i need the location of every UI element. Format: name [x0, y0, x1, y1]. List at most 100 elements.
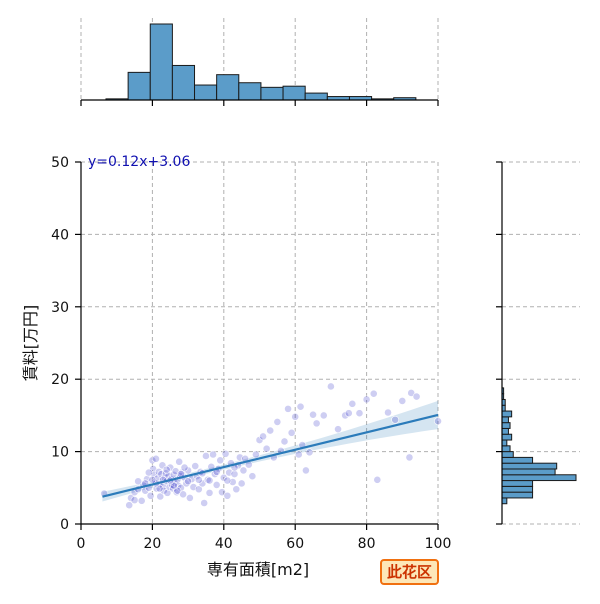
x-hist-bar	[127, 71, 151, 101]
data-point	[218, 488, 226, 497]
data-point	[334, 425, 342, 434]
y-hist-bar	[501, 497, 508, 505]
data-point	[156, 492, 165, 501]
data-point	[319, 411, 328, 420]
data-point	[266, 426, 275, 435]
data-point	[152, 454, 160, 463]
x-marginal-histogram	[105, 23, 417, 101]
data-point	[434, 417, 442, 426]
data-point	[391, 415, 400, 424]
x-hist-bar	[171, 64, 196, 101]
data-point	[362, 395, 371, 404]
data-point	[305, 448, 314, 457]
y-marginal-histogram	[501, 387, 577, 505]
x-hist-bar	[260, 86, 284, 101]
y-tick-label: 20	[51, 372, 69, 388]
x-axis-title: 専有面積[m2]	[207, 560, 309, 579]
y-hist-bar	[501, 462, 558, 470]
regression-line-layer	[102, 413, 439, 498]
data-point	[259, 432, 267, 441]
data-point	[230, 470, 239, 478]
data-point	[309, 410, 317, 419]
data-point	[175, 457, 184, 466]
data-point	[184, 477, 192, 486]
x-tick-label: 20	[143, 536, 161, 552]
data-point	[412, 392, 421, 401]
data-point	[130, 496, 139, 505]
data-point	[200, 499, 209, 507]
data-point	[148, 475, 157, 484]
x-tick-label: 60	[286, 536, 304, 552]
data-point	[162, 465, 171, 474]
y-hist-bar	[501, 416, 509, 424]
y-tick-label: 10	[51, 445, 69, 461]
data-point	[312, 419, 321, 428]
y-tick-label: 40	[51, 227, 69, 243]
y-hist-bar	[501, 451, 514, 458]
data-point	[194, 485, 203, 494]
x-hist-bar	[238, 82, 262, 101]
data-point	[248, 472, 257, 481]
y-hist-bar	[501, 433, 513, 441]
data-point	[163, 488, 172, 497]
data-point	[221, 449, 230, 458]
data-point	[302, 466, 310, 475]
data-point	[194, 475, 203, 484]
data-point	[223, 476, 232, 485]
data-point	[209, 450, 217, 459]
data-point	[296, 402, 305, 411]
scatter-points	[100, 382, 442, 510]
axes-layer: 0 20 40 60 80 100 0 10 20 30 40 50	[51, 99, 503, 552]
data-point	[398, 397, 407, 405]
data-point	[205, 488, 214, 497]
x-hist-bar	[194, 84, 218, 101]
regression-equation: y=0.12x+3.06	[88, 154, 190, 170]
y-hist-bar	[501, 485, 534, 493]
y-tick-label: 30	[51, 300, 69, 316]
y-hist-bar	[501, 468, 556, 476]
data-point	[373, 475, 382, 484]
data-point	[191, 462, 200, 470]
data-point	[134, 477, 143, 486]
y-hist-bar	[501, 422, 511, 429]
data-point	[262, 444, 271, 453]
x-hist-bar	[149, 23, 173, 101]
data-point	[179, 490, 188, 499]
data-point	[405, 453, 414, 462]
data-point	[369, 389, 378, 398]
x-hist-bar	[282, 85, 306, 101]
y-tick-label: 0	[60, 517, 69, 533]
regression-line	[102, 413, 439, 498]
y-hist-bar	[501, 491, 534, 499]
data-point	[407, 389, 416, 397]
data-point	[237, 479, 246, 488]
x-tick-label: 40	[215, 536, 233, 552]
data-point	[232, 485, 241, 494]
data-point	[348, 399, 357, 408]
data-point	[202, 452, 210, 460]
data-point	[280, 437, 289, 446]
y-hist-bar	[501, 410, 513, 418]
y-hist-bar	[501, 445, 511, 453]
y-hist-bar	[501, 456, 534, 464]
y-hist-bar	[501, 427, 509, 435]
data-point	[294, 450, 303, 459]
data-point	[355, 409, 364, 418]
y-axis-title: 賃料[万円]	[21, 305, 40, 382]
data-point	[146, 491, 155, 500]
data-point	[287, 428, 296, 437]
y-hist-bar	[501, 439, 508, 447]
data-point	[216, 456, 225, 465]
data-point	[239, 466, 248, 475]
district-badge: 此花区	[380, 559, 440, 585]
y-hist-bar	[501, 480, 534, 487]
data-point	[185, 494, 194, 502]
data-point	[284, 404, 292, 413]
data-point	[180, 463, 189, 472]
data-point	[144, 468, 153, 477]
data-point	[137, 496, 146, 505]
data-point	[125, 501, 134, 510]
x-hist-bar	[216, 74, 240, 101]
